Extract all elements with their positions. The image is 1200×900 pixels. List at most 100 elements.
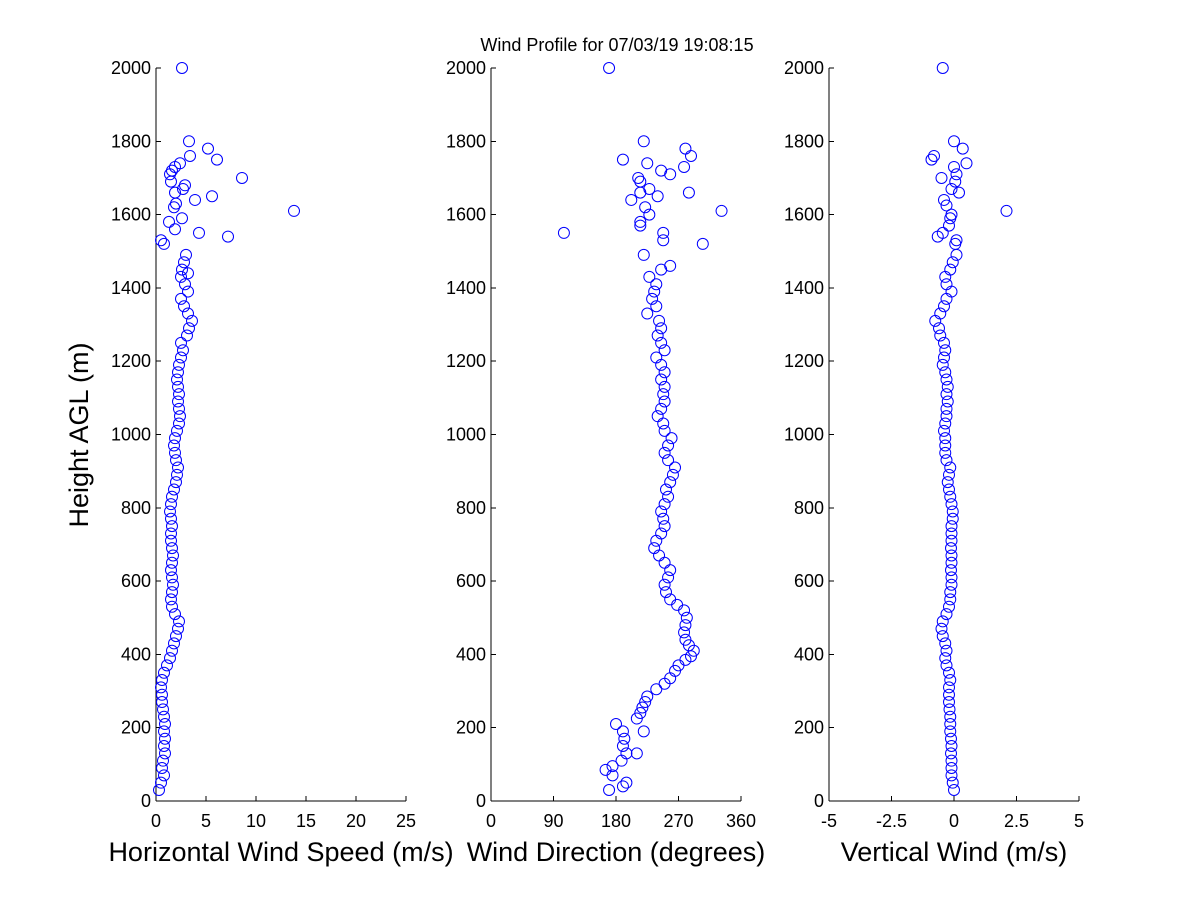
speed-data-point	[178, 256, 190, 269]
direction-data-point	[651, 329, 664, 342]
vertical-data-point	[940, 454, 953, 467]
vertical-data-point	[945, 578, 958, 591]
speed-data-point	[164, 652, 176, 665]
vertical-data-point	[943, 666, 955, 679]
speed-ytick-label: 200	[121, 718, 151, 738]
direction-ytick-label: 600	[456, 571, 486, 591]
direction-ytick-label: 200	[456, 718, 486, 738]
speed-xtick-label: 5	[201, 811, 211, 831]
vertical-xtick-label: 0	[949, 811, 959, 831]
figure-title: Wind Profile for 07/03/19 19:08:15	[480, 35, 753, 55]
direction-data-point	[630, 747, 643, 760]
speed-data-point	[170, 197, 182, 210]
vertical-data-point	[946, 505, 959, 518]
speed-data-point	[158, 666, 170, 679]
vertical-data-point	[943, 688, 955, 701]
vertical-data-point	[945, 769, 958, 782]
vertical-data-point	[934, 307, 947, 320]
direction-data-point	[618, 732, 631, 745]
direction-data-point	[650, 683, 663, 696]
direction-data-point	[616, 153, 629, 166]
speed-data-point	[182, 307, 194, 320]
speed-ytick-label: 400	[121, 644, 151, 664]
speed-data-point	[159, 718, 171, 731]
speed-data-point	[166, 520, 178, 533]
speed-data-point	[164, 505, 176, 518]
vertical-data-point	[944, 461, 957, 474]
speed-data-point	[184, 149, 196, 162]
vertical-data-point	[936, 615, 949, 628]
direction-data-point	[648, 542, 661, 555]
direction-data-point	[657, 234, 670, 247]
vertical-points	[925, 62, 1013, 797]
speed-data-point	[173, 417, 185, 430]
speed-xlabel: Horizontal Wind Speed (m/s)	[108, 837, 453, 867]
vertical-data-point	[945, 740, 958, 753]
speed-ytick-label: 1000	[111, 425, 151, 445]
vertical-data-point	[948, 135, 960, 148]
speed-data-point	[166, 556, 178, 569]
direction-data-point	[625, 193, 638, 206]
speed-data-point	[179, 278, 191, 291]
speed-data-point	[169, 186, 181, 199]
vertical-data-point	[944, 490, 957, 503]
direction-data-point	[641, 157, 654, 170]
direction-data-point	[660, 586, 672, 599]
speed-data-point	[165, 593, 177, 606]
speed-data-point	[175, 270, 187, 283]
direction-data-point	[662, 454, 675, 467]
vertical-data-point	[945, 520, 958, 533]
direction-data-point	[636, 701, 649, 714]
direction-data-point	[632, 171, 645, 184]
speed-data-point	[181, 329, 193, 342]
direction-data-point	[599, 763, 612, 776]
direction-data-point	[679, 142, 692, 155]
speed-data-point	[182, 267, 194, 280]
direction-data-point	[641, 690, 654, 703]
direction-ytick-label: 1200	[446, 351, 486, 371]
direction-data-point	[657, 388, 670, 401]
vertical-data-point	[940, 292, 953, 305]
vertical-data-point	[945, 556, 958, 569]
direction-data-point	[657, 226, 670, 239]
direction-data-point	[658, 424, 671, 437]
direction-data-point	[658, 556, 671, 569]
speed-data-point	[179, 179, 191, 192]
direction-data-point	[715, 204, 728, 217]
vertical-xtick-label: -2.5	[876, 811, 907, 831]
direction-xtick-label: 360	[726, 811, 756, 831]
vertical-data-point	[948, 784, 960, 797]
vertical-data-point	[940, 410, 953, 423]
speed-data-point	[159, 747, 171, 760]
speed-data-point	[165, 498, 177, 511]
vertical-data-point	[941, 380, 954, 393]
direction-data-point	[662, 439, 675, 452]
speed-data-point	[168, 483, 180, 496]
vertical-data-point	[939, 270, 952, 283]
direction-data-point	[664, 476, 677, 489]
speed-data-point	[165, 564, 177, 577]
direction-data-point	[658, 380, 671, 393]
speed-data-point	[174, 157, 186, 170]
vertical-data-point	[945, 747, 957, 760]
vertical-data-point	[939, 366, 952, 379]
vertical-data-point	[936, 630, 949, 643]
speed-data-point	[288, 204, 300, 217]
vertical-xlabel: Vertical Wind (m/s)	[841, 837, 1068, 867]
speed-data-point	[183, 135, 195, 148]
speed-data-point	[206, 190, 218, 203]
direction-data-point	[616, 780, 629, 793]
vertical-data-point	[935, 171, 948, 184]
speed-ytick-label: 600	[121, 571, 151, 591]
direction-data-point	[603, 784, 616, 797]
vertical-data-point	[945, 285, 958, 298]
speed-data-point	[175, 336, 187, 349]
speed-data-point	[176, 212, 188, 225]
vertical-xtick-label: -5	[821, 811, 837, 831]
speed-data-point	[166, 542, 178, 555]
direction-data-point	[658, 395, 671, 408]
direction-ytick-label: 1400	[446, 278, 486, 298]
speed-data-point	[168, 439, 180, 452]
speed-ytick-label: 800	[121, 498, 151, 518]
